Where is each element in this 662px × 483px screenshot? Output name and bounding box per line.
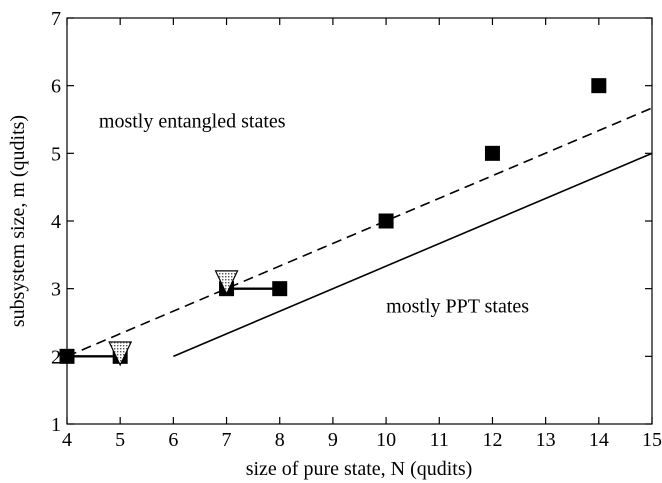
x-tick-label: 8 xyxy=(275,429,285,451)
x-tick-label: 6 xyxy=(168,429,178,451)
square-marker xyxy=(591,78,607,94)
series-lines xyxy=(66,107,653,358)
x-tick-label: 15 xyxy=(642,429,662,451)
square-marker xyxy=(484,145,500,161)
square-marker xyxy=(378,213,394,229)
y-tick-label: 1 xyxy=(51,414,61,436)
x-tick-label: 14 xyxy=(589,429,609,451)
x-axis-title: size of pure state, N (qudits) xyxy=(246,458,473,480)
y-axis-title: subsystem size, m (qudits) xyxy=(7,115,29,327)
square-marker xyxy=(59,348,75,364)
x-tick-label: 11 xyxy=(430,429,449,451)
x-tick-label: 10 xyxy=(376,429,396,451)
plot-frame xyxy=(66,17,653,425)
x-tick-label: 12 xyxy=(482,429,502,451)
x-tick-label: 4 xyxy=(62,429,72,451)
triangle-marker xyxy=(108,341,133,367)
series-markers xyxy=(59,78,607,367)
x-tick-label: 13 xyxy=(536,429,556,451)
annotations: mostly entangled states mostly PPT states xyxy=(99,111,529,318)
annotation-label: mostly entangled states xyxy=(99,111,286,133)
x-tick-label: 7 xyxy=(222,429,232,451)
y-tick-label: 3 xyxy=(51,279,61,301)
annotation-label: mostly PPT states xyxy=(386,295,529,317)
solid-boundary-line xyxy=(173,152,653,358)
square-marker xyxy=(272,281,288,297)
x-tick-label: 5 xyxy=(115,429,125,451)
y-tick-label: 6 xyxy=(51,76,61,98)
dashed-boundary-line xyxy=(66,107,653,358)
y-tick-label: 4 xyxy=(51,211,61,233)
x-tick-label: 9 xyxy=(328,429,338,451)
triangle-marker xyxy=(214,270,239,296)
y-tick-label: 5 xyxy=(51,143,61,165)
y-tick-label: 2 xyxy=(51,346,61,368)
y-tick-label: 7 xyxy=(51,8,61,30)
